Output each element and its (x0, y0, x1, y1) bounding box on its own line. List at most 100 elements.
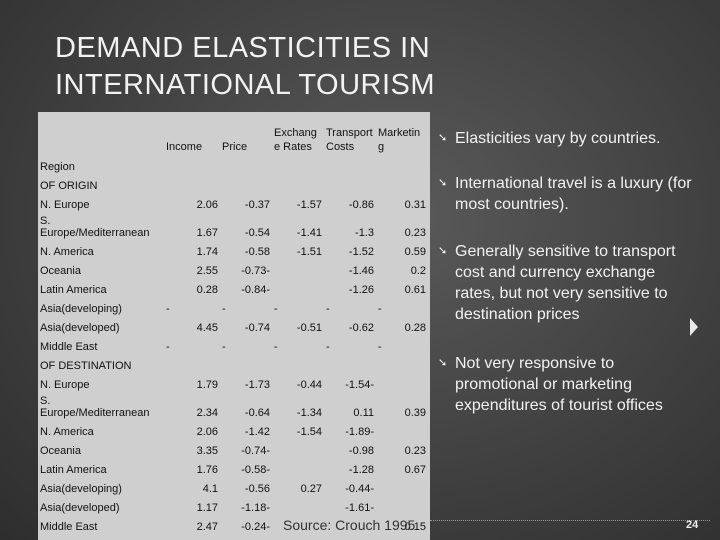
table-row: Asia(developed) 4.45 -0.74 -0.51 -0.62 0.28 (38, 315, 428, 334)
bullet-item: ➘ International travel is a luxury (for m… (438, 173, 698, 215)
table-cell: 1.76 (196, 464, 218, 476)
table-cell: 0.23 (404, 445, 426, 457)
table-header-row: Income Price Exchang e Rates Transport Cost… (38, 112, 428, 154)
elasticity-table: Income Price Exchang e Rates Transport Cost… (38, 112, 428, 533)
table-cell: -0.44 (296, 379, 322, 391)
table-cell (376, 419, 428, 438)
row-label: N. Europe (40, 199, 90, 211)
table-cell (376, 154, 428, 173)
table-row: Latin America 1.76 -0.58- -1.28 0.67 (38, 457, 428, 476)
table-cell: -0.62 (348, 322, 374, 334)
table-cell: -0.74- (241, 445, 270, 457)
table-cell (164, 173, 220, 192)
table-cell: -1.26 (348, 284, 374, 296)
table-cell (272, 277, 324, 296)
table-cell (272, 154, 324, 173)
table-cell: 0.2 (410, 265, 426, 277)
table-cell (376, 372, 428, 391)
column-header: Income (166, 141, 203, 153)
table-cell: 0.67 (404, 464, 426, 476)
table-cell: 1.17 (196, 502, 218, 514)
slide-title: DEMAND ELASTICITIES IN INTERNATIONAL TOU… (55, 32, 436, 101)
table-cell: 0.28 (404, 322, 426, 334)
row-label: Middle East (40, 521, 98, 533)
table-row: Oceania 2.55 -0.73- -1.46 0.2 (38, 258, 428, 277)
table-cell: -0.37 (244, 199, 270, 211)
table-cell (272, 438, 324, 457)
column-header: Marketin g (378, 127, 421, 153)
table-cell: 2.06 (196, 426, 218, 438)
table-cell: -0.98 (348, 445, 374, 457)
column-header: Exchang e Rates (274, 127, 317, 153)
row-label: Asia(developing) (40, 483, 122, 495)
table-section-row: OF ORIGIN (38, 173, 428, 192)
table-cell: 1.74 (196, 246, 218, 258)
table-cell: 0.23 (404, 227, 426, 239)
row-label: Asia(developed) (40, 502, 120, 514)
table-cell (272, 353, 324, 372)
table-section-row: Region (38, 154, 428, 173)
bullet-text: International travel is a luxury (for mo… (455, 175, 692, 213)
bullet-list: ➘ Elasticities vary by countries. ➘ Interna… (438, 128, 698, 416)
table-cell: 0.15 (404, 521, 426, 533)
table-row: N. America 2.06 -1.42 -1.54 -1.89- (38, 419, 428, 438)
table-row: S. Europe/Mediterranean 1.67 -0.54 -1.41 -1.… (38, 211, 428, 239)
table-cell (324, 353, 376, 372)
table-cell: -0.58 (244, 246, 270, 258)
table-cell (272, 495, 324, 514)
elasticity-table-panel: Income Price Exchang e Rates Transport Cost… (38, 112, 430, 540)
column-header: Price (222, 141, 248, 153)
row-label: N. America (40, 246, 94, 258)
table-cell: -1.3 (355, 227, 374, 239)
table-row: N. America 1.74 -0.58 -1.51 -1.52 0.59 (38, 239, 428, 258)
table-cell: 1.67 (196, 227, 218, 239)
table-row: Latin America 0.28 -0.84- -1.26 0.61 (38, 277, 428, 296)
table-cell: -0.24- (241, 521, 270, 533)
table-cell: -1.54- (345, 379, 374, 391)
table-cell: -0.56 (244, 483, 270, 495)
page-number: 24 (686, 519, 699, 531)
table-cell: -1.46 (348, 265, 374, 277)
table-row: Middle East 2.47 -0.24- 0.15 (38, 514, 428, 533)
bullet-text: Not very responsive to promotional or ma… (455, 355, 663, 414)
table-row: N. Europe 1.79 -1.73 -0.44 -1.54- (38, 372, 428, 391)
arrow-bullet-icon: ➘ (438, 132, 448, 144)
table-cell: 4.45 (196, 322, 218, 334)
table-cell (376, 353, 428, 372)
table-row: Oceania 3.35 -0.74- -0.98 0.23 (38, 438, 428, 457)
table-cell (324, 173, 376, 192)
table-cell: -1.57 (296, 199, 322, 211)
table-cell: - (274, 341, 278, 353)
table-cell: 0.11 (353, 407, 374, 419)
table-cell: -0.73- (241, 265, 270, 277)
table-cell: 0.59 (404, 246, 426, 258)
row-label: OF ORIGIN (40, 180, 98, 192)
arrow-bullet-icon: ➘ (438, 177, 448, 189)
table-cell: -0.44- (345, 483, 374, 495)
row-label: Region (40, 161, 75, 173)
table-cell: -1.89- (345, 426, 374, 438)
bullet-text: Elasticities vary by countries. (455, 130, 661, 147)
table-cell: -0.51 (296, 322, 322, 334)
table-cell: 4.1 (202, 483, 218, 495)
row-label: Asia(developed) (40, 322, 120, 334)
table-section-row: OF DESTINATION (38, 353, 428, 372)
table-row: Middle East - - - - - (38, 334, 428, 353)
column-header: Transport Costs (326, 127, 373, 153)
table-cell: -0.84- (241, 284, 270, 296)
table-cell (164, 154, 220, 173)
table-row: S. Europe/Mediterranean 2.34 -0.64 -1.34 0.1… (38, 391, 428, 419)
table-cell: -1.54 (296, 426, 322, 438)
table-cell: -1.52 (348, 246, 374, 258)
bullet-item: ➘ Generally sensitive to transport cost a… (438, 241, 698, 325)
table-cell: - (326, 303, 330, 315)
table-cell: 2.55 (196, 265, 218, 277)
table-cell: - (378, 341, 382, 353)
table-cell: 0.28 (196, 284, 218, 296)
table-cell: -1.73 (244, 379, 270, 391)
row-label: Latin America (40, 464, 107, 476)
table-cell (164, 353, 220, 372)
row-label: Oceania (40, 445, 81, 457)
table-cell: - (378, 303, 382, 315)
table-cell: - (274, 303, 278, 315)
